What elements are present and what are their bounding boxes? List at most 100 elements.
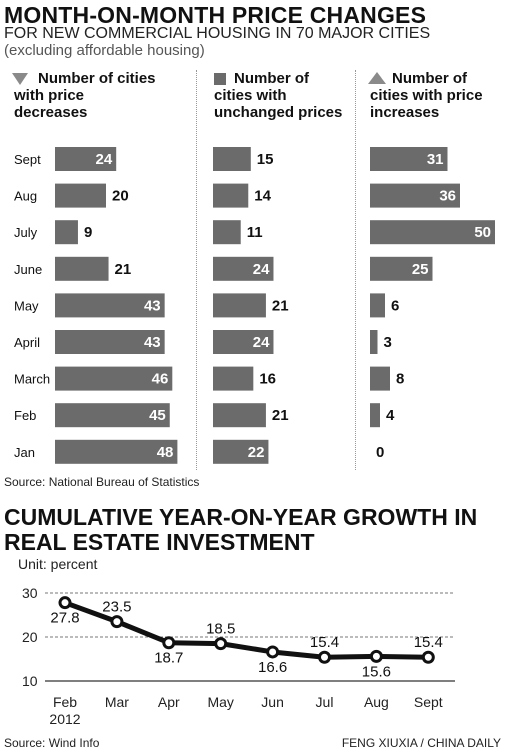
- bar-value-label: 16: [259, 371, 276, 388]
- legend-decreases-line2: with price: [14, 87, 85, 104]
- month-label: April: [14, 335, 40, 350]
- month-label: Feb: [14, 408, 36, 423]
- bar-unchanged: [213, 183, 249, 208]
- bar-unchanged: [213, 256, 274, 281]
- source-top: Source: National Bureau of Statistics: [4, 475, 200, 489]
- x-tick-label: Mar: [105, 694, 129, 710]
- bar-value-label: 24: [96, 151, 113, 168]
- bar-value-label: 21: [115, 261, 132, 278]
- bar-increase: [370, 403, 380, 428]
- bar-value-label: 20: [112, 188, 129, 205]
- data-point: [369, 649, 383, 663]
- bar-value-label: 8: [396, 371, 404, 388]
- month-label: July: [14, 225, 38, 240]
- y-tick-label: 20: [22, 629, 38, 645]
- data-label: 27.8: [50, 610, 79, 627]
- data-label: 16.6: [258, 659, 287, 676]
- bar-increase: [370, 147, 448, 171]
- bar-value-label: 4: [386, 407, 395, 424]
- data-label: 15.4: [310, 634, 339, 651]
- x-tick-label: May: [207, 694, 233, 710]
- x-tick-label: Aug: [364, 694, 389, 710]
- legend-decreases-line3: decreases: [14, 104, 88, 121]
- bottom-chart-title-line1: CUMULATIVE YEAR-ON-YEAR GROWTH IN: [4, 504, 478, 530]
- data-point: [318, 650, 331, 664]
- bar-value-label: 21: [272, 297, 289, 314]
- top-chart-title: MONTH-ON-MONTH PRICE CHANGES: [4, 2, 427, 28]
- data-point: [110, 615, 124, 629]
- bar-value-label: 11: [247, 224, 263, 241]
- data-label: 23.5: [102, 599, 131, 616]
- legend-unchanged: Number of cities with unchanged prices: [212, 70, 352, 124]
- data-point: [214, 637, 228, 651]
- data-point: [266, 645, 280, 659]
- legend-unchanged-line1: Number of: [234, 70, 309, 87]
- bar-decrease: [55, 256, 109, 281]
- top-chart-subtitle: FOR NEW COMMERCIAL HOUSING IN 70 MAJOR C…: [4, 25, 431, 42]
- bar-value-label: 21: [272, 407, 289, 424]
- bar-decrease: [55, 220, 78, 245]
- source-bottom: Source: Wind Info: [4, 736, 100, 750]
- bar-value-label: 14: [254, 188, 271, 205]
- bar-value-label: 46: [152, 371, 169, 388]
- bar-value-label: 48: [157, 444, 174, 461]
- bar-value-label: 43: [144, 334, 161, 351]
- bar-value-label: 43: [144, 297, 161, 314]
- legend-increases-line3: increases: [370, 104, 440, 121]
- bar-value-label: 25: [412, 261, 429, 278]
- triangle-down-icon: [12, 73, 28, 85]
- data-point: [162, 636, 176, 650]
- x-tick-year: 2012: [49, 711, 80, 727]
- bar-value-label: 24: [253, 334, 270, 351]
- bar-increase: [370, 256, 433, 281]
- bar-unchanged: [213, 330, 274, 354]
- bar-value-label: 15: [257, 151, 274, 168]
- bar-increase: [370, 220, 495, 245]
- triangle-up-icon: [368, 72, 386, 84]
- series-line: [64, 600, 429, 660]
- month-label: May: [14, 298, 39, 313]
- bar-unchanged: [213, 439, 269, 464]
- bar-unchanged: [213, 220, 241, 245]
- bar-value-label: 31: [427, 151, 444, 168]
- legend-increases-line1: Number of: [392, 70, 467, 87]
- column-divider: [196, 70, 197, 470]
- bar-value-label: 50: [474, 224, 491, 241]
- x-tick-label: Feb: [53, 694, 77, 710]
- bar-increase: [370, 366, 390, 391]
- bar-value-label: 9: [84, 224, 92, 241]
- data-label: 18.7: [154, 650, 183, 667]
- legend-increases: Number of cities with price increases: [368, 70, 503, 124]
- data-point: [421, 650, 435, 664]
- bar-value-label: 45: [149, 407, 166, 424]
- month-label: March: [14, 372, 50, 387]
- bar-unchanged: [213, 403, 266, 428]
- bar-value-label: 6: [391, 297, 399, 314]
- y-tick-label: 30: [22, 585, 38, 601]
- bar-increase: [370, 183, 460, 208]
- bar-unchanged: [213, 147, 251, 171]
- data-label: 15.4: [414, 634, 443, 651]
- bar-decrease: [55, 330, 165, 354]
- data-label: 18.5: [206, 621, 235, 638]
- bar-value-label: 36: [439, 188, 456, 205]
- bottom-chart-title-line2: REAL ESTATE INVESTMENT: [4, 529, 315, 555]
- bar-unchanged: [213, 293, 266, 318]
- investment-line-chart: 10 20 30 27.8 23.5 18.7 18.5 16.6 15.4 15.6 15.4 Fe…: [22, 585, 455, 727]
- month-label: Sept: [14, 152, 41, 167]
- month-label: Jan: [14, 445, 35, 460]
- square-icon: [214, 73, 226, 85]
- legend-decreases-line1: Number of cities: [38, 70, 156, 87]
- bar-value-label: 3: [384, 334, 392, 351]
- month-label: Aug: [14, 189, 37, 204]
- bar-decrease: [55, 147, 117, 171]
- bar-decrease: [55, 403, 170, 428]
- bar-decrease: [55, 439, 178, 464]
- column-divider: [355, 70, 356, 470]
- bar-value-label: 24: [253, 261, 270, 278]
- credit: FENG XIUXIA / CHINA DAILY: [341, 736, 501, 750]
- bar-increase: [370, 330, 378, 354]
- data-label: 15.6: [362, 663, 391, 680]
- unit-label: Unit: percent: [18, 556, 98, 572]
